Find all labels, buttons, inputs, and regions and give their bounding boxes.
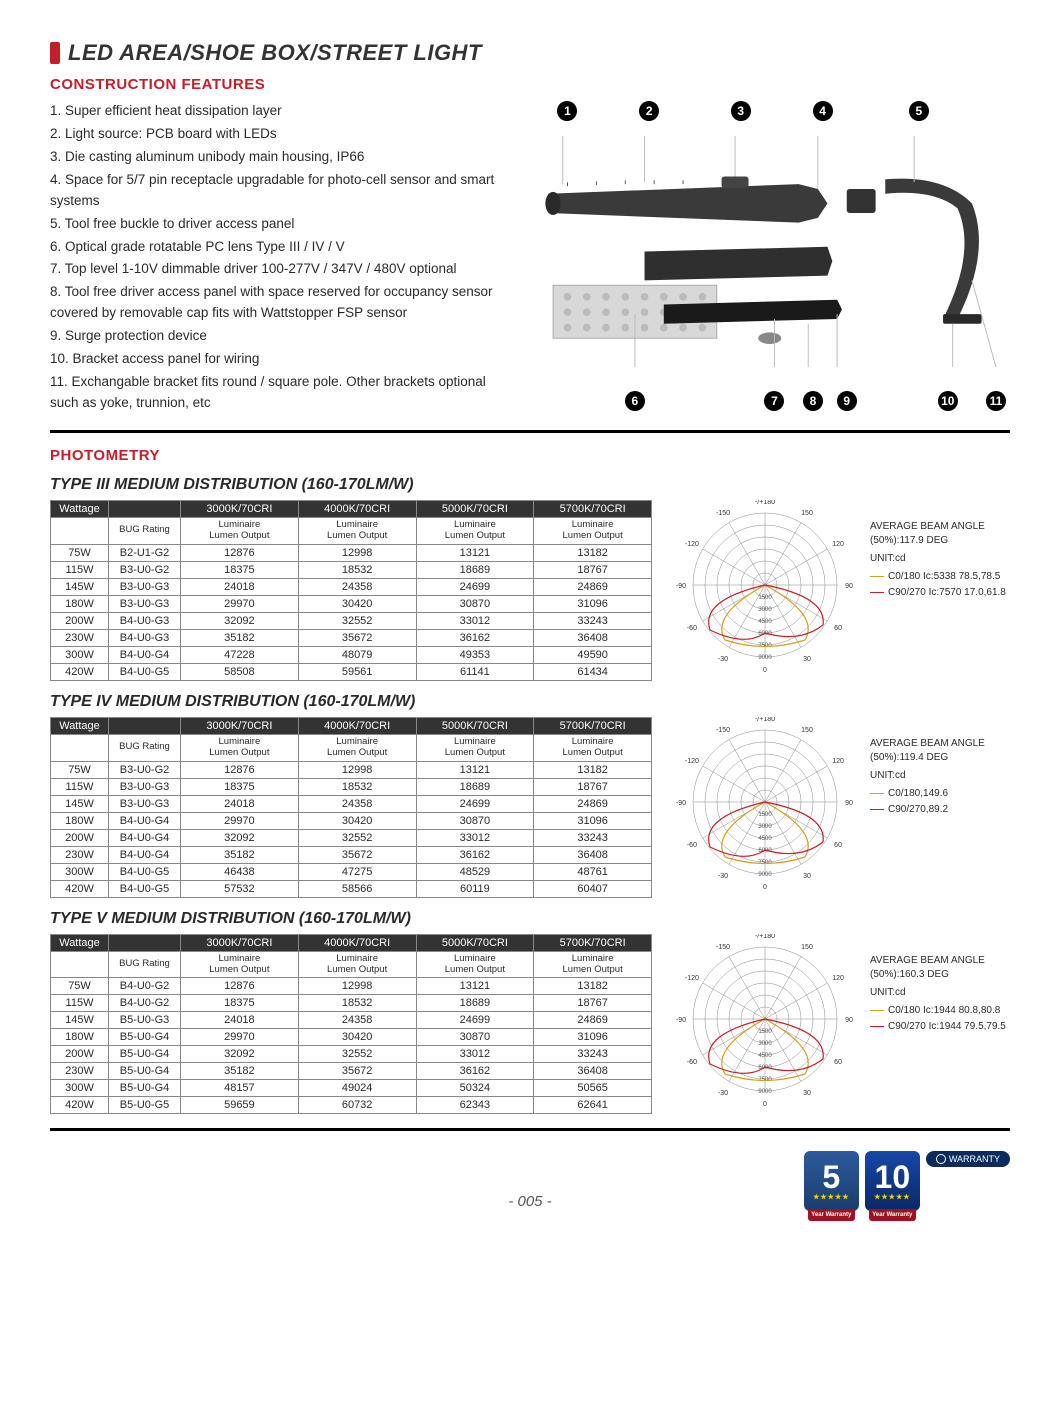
- svg-text:-60: -60: [687, 625, 697, 632]
- svg-text:-120: -120: [685, 975, 699, 982]
- callout-2: 2: [639, 101, 659, 121]
- feature-item: 3. Die casting aluminum unibody main hou…: [50, 147, 509, 168]
- callout-9: 9: [837, 391, 857, 411]
- exploded-diagram: 1 2 3 4 5: [529, 101, 1010, 411]
- feature-item: 4. Space for 5/7 pin receptacle upgradab…: [50, 170, 509, 212]
- feature-item: 8. Tool free driver access panel with sp…: [50, 282, 509, 324]
- dist-title: TYPE IV MEDIUM DISTRIBUTION (160-170LM/W…: [50, 693, 1010, 711]
- svg-text:60: 60: [834, 1059, 842, 1066]
- svg-text:1500: 1500: [758, 1029, 772, 1035]
- svg-text:-60: -60: [687, 842, 697, 849]
- svg-text:4500: 4500: [758, 1053, 772, 1059]
- svg-text:3000: 3000: [758, 824, 772, 830]
- callout-1: 1: [557, 101, 577, 121]
- svg-text:150: 150: [801, 727, 813, 734]
- svg-text:3000: 3000: [758, 1041, 772, 1047]
- dist-title: TYPE V MEDIUM DISTRIBUTION (160-170LM/W): [50, 910, 1010, 928]
- page-number: - 005 -: [508, 1193, 551, 1210]
- callout-11: 11: [986, 391, 1006, 411]
- svg-text:-120: -120: [685, 541, 699, 548]
- svg-text:1500: 1500: [758, 595, 772, 601]
- svg-text:9000: 9000: [758, 1089, 772, 1095]
- svg-text:4500: 4500: [758, 836, 772, 842]
- warranty-10: 10 ★★★★★ Year Warranty: [865, 1151, 920, 1211]
- feature-item: 7. Top level 1-10V dimmable driver 100-2…: [50, 259, 509, 280]
- warranty-5: 5 ★★★★★ Year Warranty: [804, 1151, 859, 1211]
- exploded-svg: [529, 136, 1010, 367]
- svg-text:120: 120: [832, 975, 844, 982]
- polar-diagram: -/+180 -150 150 -120 120 -90 90 -60 60 -30 30 0 1500…: [670, 500, 1010, 675]
- svg-text:1500: 1500: [758, 812, 772, 818]
- svg-text:-90: -90: [676, 1017, 686, 1024]
- svg-text:-120: -120: [685, 758, 699, 765]
- feature-item: 9. Surge protection device: [50, 326, 509, 347]
- svg-text:3000: 3000: [758, 607, 772, 613]
- lumen-table: Wattage3000K/70CRI4000K/70CRI5000K/70CRI…: [50, 500, 652, 681]
- svg-text:-30: -30: [718, 656, 728, 663]
- svg-text:60: 60: [834, 842, 842, 849]
- svg-text:30: 30: [803, 873, 811, 880]
- svg-text:30: 30: [803, 656, 811, 663]
- svg-text:-/+180: -/+180: [755, 934, 775, 940]
- callout-8: 8: [803, 391, 823, 411]
- accent-marker: [50, 42, 60, 64]
- svg-text:120: 120: [832, 541, 844, 548]
- polar-diagram: -/+180 -150 150 -120 120 -90 90 -60 60 -30 30 0 1500…: [670, 717, 1010, 892]
- divider-bottom: [50, 1128, 1010, 1131]
- svg-text:0: 0: [763, 1101, 767, 1108]
- svg-text:-90: -90: [676, 800, 686, 807]
- svg-text:90: 90: [845, 800, 853, 807]
- svg-text:-30: -30: [718, 873, 728, 880]
- feature-item: 2. Light source: PCB board with LEDs: [50, 124, 509, 145]
- svg-text:-/+180: -/+180: [755, 717, 775, 723]
- section-construction: CONSTRUCTION FEATURES: [50, 76, 1010, 93]
- feature-item: 10. Bracket access panel for wiring: [50, 349, 509, 370]
- svg-text:150: 150: [801, 944, 813, 951]
- svg-text:4500: 4500: [758, 619, 772, 625]
- features-list: 1. Super efficient heat dissipation laye…: [50, 101, 509, 416]
- svg-text:9000: 9000: [758, 872, 772, 878]
- divider: [50, 430, 1010, 433]
- callout-5: 5: [909, 101, 929, 121]
- feature-item: 11. Exchangable bracket fits round / squ…: [50, 372, 509, 414]
- svg-text:0: 0: [763, 884, 767, 891]
- svg-text:9000: 9000: [758, 655, 772, 661]
- svg-text:120: 120: [832, 758, 844, 765]
- svg-text:150: 150: [801, 510, 813, 517]
- section-photometry: PHOTOMETRY: [50, 447, 1010, 464]
- svg-text:-150: -150: [716, 510, 730, 517]
- feature-item: 6. Optical grade rotatable PC lens Type …: [50, 237, 509, 258]
- svg-text:-90: -90: [676, 583, 686, 590]
- svg-text:60: 60: [834, 625, 842, 632]
- lumen-table: Wattage3000K/70CRI4000K/70CRI5000K/70CRI…: [50, 934, 652, 1115]
- svg-text:-30: -30: [718, 1090, 728, 1097]
- svg-text:-150: -150: [716, 727, 730, 734]
- lumen-table: Wattage3000K/70CRI4000K/70CRI5000K/70CRI…: [50, 717, 652, 898]
- polar-diagram: -/+180 -150 150 -120 120 -90 90 -60 60 -30 30 0 1500…: [670, 934, 1010, 1109]
- callout-7: 7: [764, 391, 784, 411]
- callout-10: 10: [938, 391, 958, 411]
- svg-text:30: 30: [803, 1090, 811, 1097]
- svg-text:0: 0: [763, 667, 767, 674]
- page-title: LED AREA/SHOE BOX/STREET LIGHT: [68, 40, 482, 66]
- dist-title: TYPE III MEDIUM DISTRIBUTION (160-170LM/…: [50, 476, 1010, 494]
- callout-3: 3: [731, 101, 751, 121]
- svg-text:-150: -150: [716, 944, 730, 951]
- feature-item: 5. Tool free buckle to driver access pan…: [50, 214, 509, 235]
- svg-text:90: 90: [845, 1017, 853, 1024]
- feature-item: 1. Super efficient heat dissipation laye…: [50, 101, 509, 122]
- svg-text:-60: -60: [687, 1059, 697, 1066]
- svg-text:-/+180: -/+180: [755, 500, 775, 506]
- callout-6: 6: [625, 391, 645, 411]
- warranty-pill: WARRANTY: [926, 1151, 1010, 1167]
- callout-4: 4: [813, 101, 833, 121]
- warranty-badges: 5 ★★★★★ Year Warranty 10 ★★★★★ Year Warr…: [804, 1151, 1010, 1211]
- svg-text:90: 90: [845, 583, 853, 590]
